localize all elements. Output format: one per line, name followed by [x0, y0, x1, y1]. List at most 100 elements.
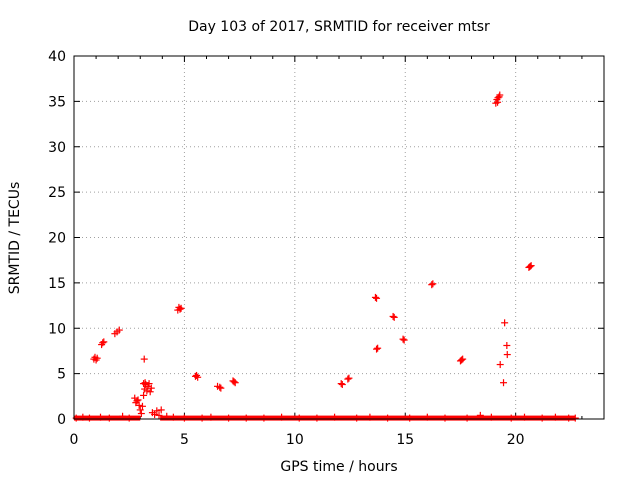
data-point [242, 414, 250, 422]
data-point [100, 338, 108, 346]
data-point [97, 413, 104, 421]
y-tick-label: 15 [48, 276, 66, 292]
data-point [207, 413, 215, 421]
data-point [390, 313, 398, 321]
data-point [115, 326, 123, 334]
data-point [140, 391, 148, 399]
data-point [153, 407, 161, 415]
data-point [507, 414, 515, 422]
data-point [337, 380, 345, 388]
grid [74, 56, 604, 419]
data-point [140, 355, 148, 363]
data-point [140, 380, 148, 388]
chart-title: Day 103 of 2017, SRMTID for receiver mts… [188, 19, 490, 35]
data-point [93, 354, 101, 362]
data-point [99, 339, 107, 347]
data-point [374, 344, 382, 352]
data-point [527, 262, 535, 270]
data-point [500, 379, 508, 387]
data-point [373, 294, 381, 302]
data-point [571, 414, 579, 422]
data-point [146, 388, 154, 396]
data-point [313, 414, 321, 422]
y-tick-label: 0 [57, 412, 66, 428]
data-point [278, 413, 286, 421]
data-point [496, 91, 504, 99]
x-tick-label: 20 [507, 432, 525, 448]
data-point [194, 373, 202, 381]
data-point [147, 384, 155, 392]
data-point [85, 414, 93, 422]
data-point [143, 387, 151, 395]
data-point [231, 379, 239, 387]
data-point [198, 414, 206, 422]
data-point [176, 305, 184, 313]
data-point [565, 414, 573, 422]
data-point [503, 341, 511, 349]
data-point [406, 414, 414, 422]
data-point [338, 381, 346, 389]
data-point [141, 379, 149, 387]
data-point [345, 374, 353, 382]
data-point [458, 356, 466, 364]
data-point [193, 371, 201, 379]
data-point [169, 413, 177, 421]
data-point [389, 312, 397, 320]
data-point [441, 414, 449, 422]
data-point [217, 384, 225, 392]
data-points [72, 91, 579, 422]
data-point [295, 414, 303, 422]
data-point [225, 414, 233, 422]
data-point [496, 361, 504, 369]
data-point [180, 414, 188, 422]
data-point [105, 414, 113, 422]
data-point [551, 413, 559, 421]
data-point [137, 410, 145, 418]
data-point [459, 355, 467, 363]
data-point [134, 396, 142, 404]
data-point [331, 413, 339, 421]
data-point [138, 402, 146, 410]
data-point [476, 411, 484, 419]
data-point [344, 375, 352, 383]
plot-frame [73, 55, 605, 420]
y-tick-label: 25 [48, 185, 66, 201]
data-point [487, 413, 495, 421]
y-tick-label: 20 [48, 231, 66, 247]
data-point [429, 280, 437, 288]
data-point [216, 383, 224, 391]
y-tick-label: 35 [48, 94, 66, 110]
data-point [177, 304, 185, 312]
data-point [230, 378, 238, 386]
axis-ticks: 0 5 10 15 20 0 5 10 15 20 25 30 35 40 [48, 49, 604, 448]
data-point [400, 336, 408, 344]
data-point [501, 319, 509, 327]
data-point [373, 345, 381, 353]
data-point [155, 411, 163, 419]
x-axis-label: GPS time / hours [280, 459, 397, 475]
data-point [428, 281, 436, 289]
data-point [157, 406, 165, 414]
data-point [135, 401, 143, 409]
baseline-band [160, 415, 576, 421]
data-point [353, 414, 361, 422]
data-point [133, 397, 141, 405]
data-point [371, 293, 379, 301]
x-tick-label: 15 [396, 432, 414, 448]
data-point [136, 406, 144, 414]
data-point [521, 413, 528, 421]
data-point [526, 263, 534, 271]
x-tick-label: 0 [70, 432, 79, 448]
y-axis-label: SRMTID / TECUs [7, 182, 23, 295]
data-point [503, 351, 511, 359]
y-tick-label: 5 [57, 367, 66, 383]
data-point [151, 410, 159, 418]
data-point [366, 413, 374, 421]
data-point [538, 414, 546, 422]
data-point [423, 413, 431, 421]
data-point [79, 413, 87, 421]
x-tick-label: 5 [180, 432, 189, 448]
y-tick-label: 10 [48, 321, 66, 337]
x-tick-label: 10 [286, 432, 304, 448]
